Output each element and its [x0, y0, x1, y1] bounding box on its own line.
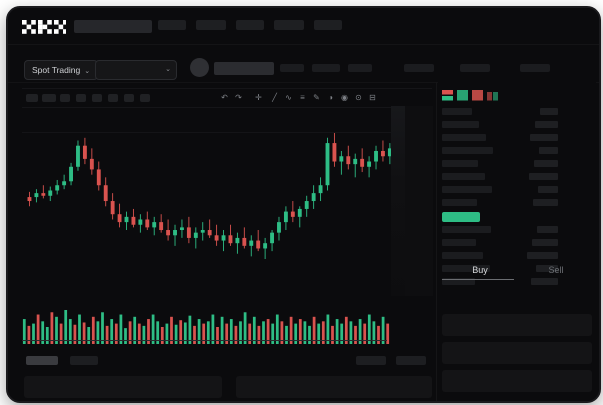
trash-icon[interactable]: ⊟ [369, 93, 376, 102]
orderbook-row[interactable] [442, 265, 490, 272]
toolbar-interval-8[interactable] [140, 94, 150, 102]
candlestick-series [27, 122, 427, 259]
orderbook-row[interactable] [442, 121, 479, 128]
order-amount-field[interactable] [442, 342, 592, 364]
toolbar-interval-7[interactable] [124, 94, 134, 102]
orderbook-row-size [531, 278, 558, 285]
orderbook-row-size [537, 226, 558, 233]
toolbar-interval-3[interactable] [60, 94, 70, 102]
price-chart[interactable] [22, 108, 432, 303]
tab-buy[interactable]: Buy [472, 265, 488, 275]
bottom-panel-right [236, 376, 432, 398]
orderbook-row[interactable] [442, 278, 475, 285]
orderbook-row[interactable] [442, 108, 472, 115]
orderbook-both-icon[interactable] [442, 88, 453, 101]
undo-icon[interactable]: ↶ [221, 93, 228, 102]
eye-icon[interactable]: ◉ [341, 93, 348, 102]
orderbook-row[interactable] [442, 252, 483, 259]
stat-price [280, 64, 304, 72]
app-screen: Spot Trading ⌄ ⌄ [8, 8, 599, 401]
subheader-divider [8, 82, 599, 83]
toolbar-interval-5[interactable] [92, 94, 102, 102]
nav-item-4[interactable] [274, 20, 304, 30]
orderbook-row[interactable] [442, 226, 491, 233]
orderbook-row-size [540, 108, 558, 115]
chart-overlay-edge [391, 106, 405, 296]
tab-order-history[interactable] [70, 356, 98, 365]
nav-item-5[interactable] [314, 20, 342, 30]
sidebar-divider [436, 82, 437, 401]
orderbook-spread-row[interactable] [442, 212, 480, 222]
stat-turnover [520, 64, 550, 72]
header-divider [8, 44, 599, 45]
stat-high [404, 64, 434, 72]
nav-item-2[interactable] [196, 20, 226, 30]
toolbar-interval-4[interactable] [76, 94, 86, 102]
trade-sidebar: Buy Sell [438, 82, 596, 401]
orderbook-row-size [536, 265, 558, 272]
tab-sell[interactable]: Sell [548, 265, 564, 275]
order-price-field[interactable] [442, 314, 592, 336]
orderbook-row[interactable] [442, 173, 485, 180]
orderbook-row[interactable] [442, 147, 493, 154]
chevron-down-icon: ⌄ [84, 68, 91, 75]
orderbook-asks-icon[interactable] [472, 88, 483, 101]
trading-mode-label: Spot Trading [32, 65, 81, 75]
buy-tab-underline [442, 279, 514, 280]
crosshair-icon[interactable]: ✛ [255, 93, 262, 102]
orderbook-row-size [532, 239, 558, 246]
bottom-panel-left [24, 376, 222, 398]
orderbook-row[interactable] [442, 186, 492, 193]
brush-icon[interactable]: ✎ [313, 93, 320, 102]
toolbar-interval-1[interactable] [26, 94, 38, 102]
coin-avatar [190, 58, 209, 77]
orderbook-row[interactable] [442, 199, 477, 206]
nav-item-3[interactable] [236, 20, 264, 30]
stat-low [460, 64, 490, 72]
trading-mode-button[interactable]: Spot Trading ⌄ [24, 60, 99, 80]
search-input[interactable] [74, 20, 152, 33]
toolbar-interval-6[interactable] [108, 94, 118, 102]
chart-toolbar: ↶ ↷ ✛ ╱ ∿ ≡ ✎ ◑ ◉ ⊙ ⊟ [22, 88, 432, 108]
trendline-icon[interactable]: ╱ [272, 93, 277, 102]
orderbook-row-size [529, 173, 558, 180]
magnet-icon[interactable]: ◑ [328, 93, 333, 102]
tab-right-2[interactable] [396, 356, 426, 365]
pair-select[interactable]: ⌄ [95, 60, 177, 80]
orderbook-view-tabs [438, 86, 596, 101]
orderbook-row-size [535, 121, 558, 128]
top-bar [8, 8, 599, 44]
volume-axis [22, 340, 387, 341]
lock-icon[interactable]: ⊙ [355, 93, 362, 102]
orderbook-row[interactable] [442, 134, 486, 141]
toolbar-interval-2[interactable] [42, 94, 56, 102]
orderbook-bids-icon[interactable] [457, 88, 468, 101]
orderbook-row-size [534, 160, 558, 167]
stat-volume [348, 64, 372, 72]
orderbook-row-size [533, 199, 558, 206]
volume-chart [22, 306, 390, 346]
wave-icon[interactable]: ∿ [285, 93, 292, 102]
orderbook-row-size [539, 147, 558, 154]
fib-icon[interactable]: ≡ [300, 93, 305, 102]
orderbook-row[interactable] [442, 239, 476, 246]
pair-name-value [214, 62, 274, 75]
buy-sell-tabs: Buy Sell [438, 260, 596, 280]
orderbook-row-size [530, 134, 558, 141]
order-total-field[interactable] [442, 370, 592, 392]
orderbook-depth-icon[interactable] [487, 88, 498, 101]
orderbook-row[interactable] [442, 160, 478, 167]
okx-logo-icon[interactable] [22, 20, 66, 34]
tab-right-1[interactable] [356, 356, 386, 365]
stat-change [312, 64, 340, 72]
volume-series [22, 310, 390, 344]
orderbook-row-size [538, 186, 558, 193]
nav-item-1[interactable] [158, 20, 186, 30]
orderbook-row-size [527, 252, 558, 259]
redo-icon[interactable]: ↷ [235, 93, 242, 102]
chevron-down-icon: ⌄ [165, 66, 171, 73]
tab-open-orders[interactable] [26, 356, 58, 365]
device-frame: Spot Trading ⌄ ⌄ [6, 6, 601, 403]
